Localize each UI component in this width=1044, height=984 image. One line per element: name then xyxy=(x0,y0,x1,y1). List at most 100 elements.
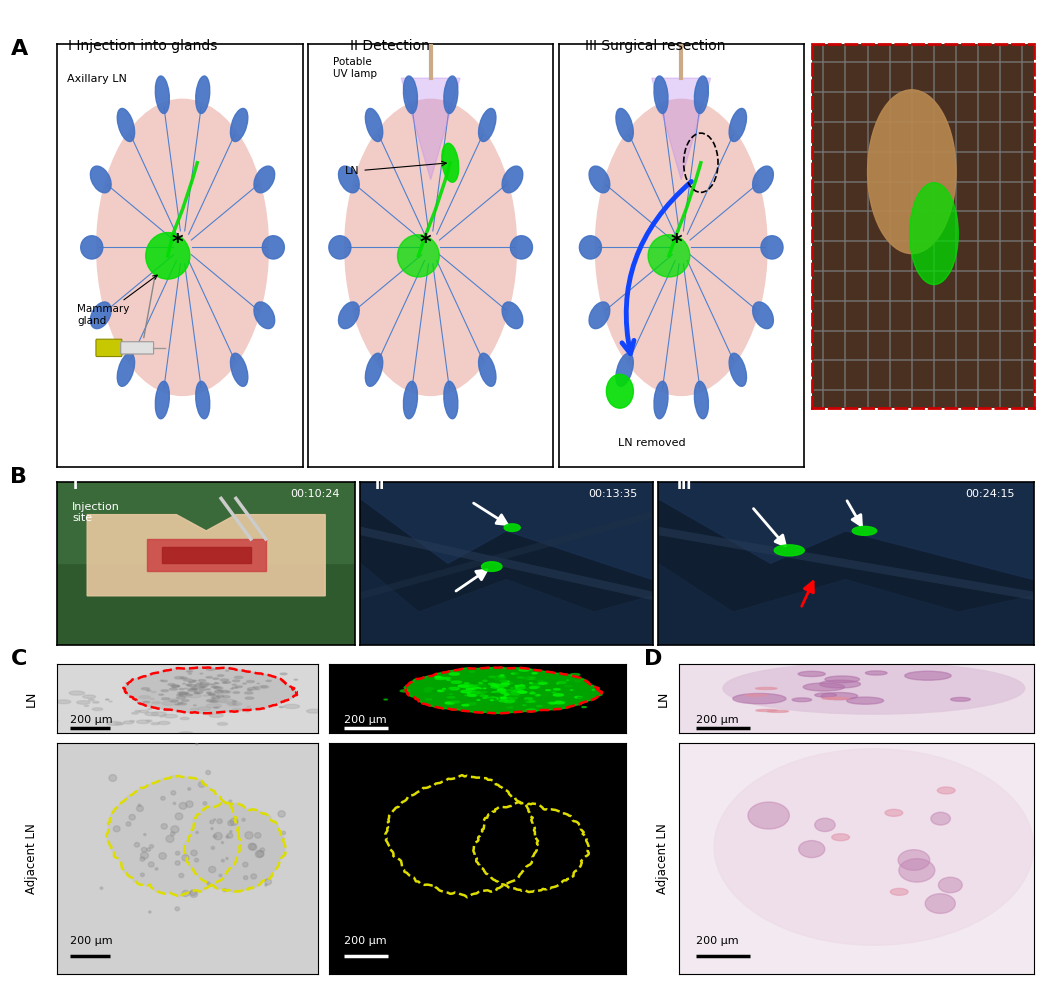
Circle shape xyxy=(190,890,196,895)
Circle shape xyxy=(56,700,71,704)
Circle shape xyxy=(195,711,200,713)
Text: Adjacent LN: Adjacent LN xyxy=(657,824,669,893)
Circle shape xyxy=(175,851,180,855)
Circle shape xyxy=(530,693,536,694)
Circle shape xyxy=(508,683,513,684)
Circle shape xyxy=(140,857,145,861)
Circle shape xyxy=(182,700,189,702)
Circle shape xyxy=(161,824,167,830)
Circle shape xyxy=(733,694,786,704)
Circle shape xyxy=(211,828,213,830)
Circle shape xyxy=(512,673,516,674)
Polygon shape xyxy=(658,482,1034,645)
Ellipse shape xyxy=(478,108,496,142)
FancyBboxPatch shape xyxy=(121,341,153,354)
Circle shape xyxy=(521,677,528,679)
Text: 200 μm: 200 μm xyxy=(343,714,386,725)
Circle shape xyxy=(345,99,517,396)
Circle shape xyxy=(141,852,148,859)
Circle shape xyxy=(159,694,164,696)
Circle shape xyxy=(497,676,503,677)
Circle shape xyxy=(555,701,561,703)
Circle shape xyxy=(548,702,555,704)
Circle shape xyxy=(522,698,526,699)
Ellipse shape xyxy=(891,889,908,895)
FancyBboxPatch shape xyxy=(96,339,122,356)
Circle shape xyxy=(425,688,433,690)
Circle shape xyxy=(199,687,205,688)
Circle shape xyxy=(216,695,224,697)
Text: 200 μm: 200 μm xyxy=(696,937,739,947)
Circle shape xyxy=(196,831,198,833)
Circle shape xyxy=(951,698,970,702)
Circle shape xyxy=(575,697,582,698)
Circle shape xyxy=(245,697,254,700)
Text: 00:13:35: 00:13:35 xyxy=(589,489,638,499)
Circle shape xyxy=(255,832,261,838)
Circle shape xyxy=(500,681,509,683)
Circle shape xyxy=(190,891,197,897)
Circle shape xyxy=(146,690,150,691)
Circle shape xyxy=(162,698,170,700)
Circle shape xyxy=(211,697,220,699)
Circle shape xyxy=(471,692,477,694)
Circle shape xyxy=(171,685,180,687)
Circle shape xyxy=(109,774,117,781)
Circle shape xyxy=(546,690,550,691)
Circle shape xyxy=(242,862,248,867)
Circle shape xyxy=(899,859,934,882)
Circle shape xyxy=(214,687,222,689)
Circle shape xyxy=(188,685,196,687)
Circle shape xyxy=(233,680,240,682)
Circle shape xyxy=(177,703,183,704)
Circle shape xyxy=(152,702,160,704)
Ellipse shape xyxy=(938,787,955,794)
Circle shape xyxy=(192,689,197,690)
Circle shape xyxy=(191,688,196,689)
Ellipse shape xyxy=(338,302,359,329)
Circle shape xyxy=(494,699,500,700)
Circle shape xyxy=(188,787,191,790)
Circle shape xyxy=(206,677,212,678)
Circle shape xyxy=(206,689,211,690)
Circle shape xyxy=(180,689,184,690)
Ellipse shape xyxy=(478,353,496,387)
Circle shape xyxy=(253,687,259,688)
Circle shape xyxy=(222,696,230,698)
Circle shape xyxy=(905,671,951,680)
Circle shape xyxy=(226,835,229,838)
Circle shape xyxy=(251,874,257,879)
Circle shape xyxy=(574,681,580,682)
Circle shape xyxy=(494,686,503,689)
Circle shape xyxy=(284,705,300,708)
Circle shape xyxy=(228,821,234,826)
Circle shape xyxy=(211,686,217,688)
Circle shape xyxy=(192,680,196,682)
Circle shape xyxy=(475,685,480,686)
Circle shape xyxy=(501,683,508,685)
Text: Injection
site: Injection site xyxy=(72,502,120,523)
Circle shape xyxy=(243,876,247,880)
Circle shape xyxy=(227,702,242,706)
Circle shape xyxy=(207,692,212,693)
Ellipse shape xyxy=(365,108,383,142)
Ellipse shape xyxy=(502,302,523,329)
Circle shape xyxy=(100,887,102,890)
Text: 200 μm: 200 μm xyxy=(696,714,739,725)
Circle shape xyxy=(499,685,506,687)
Circle shape xyxy=(513,695,520,697)
Ellipse shape xyxy=(616,353,634,387)
Circle shape xyxy=(175,907,180,911)
Circle shape xyxy=(161,690,168,692)
Circle shape xyxy=(123,721,134,724)
Circle shape xyxy=(213,834,216,838)
Circle shape xyxy=(266,680,271,682)
Circle shape xyxy=(792,698,811,702)
Circle shape xyxy=(482,692,487,693)
Circle shape xyxy=(517,682,522,683)
Circle shape xyxy=(176,697,186,699)
Circle shape xyxy=(468,695,476,697)
Ellipse shape xyxy=(885,810,903,817)
Circle shape xyxy=(500,680,507,681)
Circle shape xyxy=(493,692,502,694)
